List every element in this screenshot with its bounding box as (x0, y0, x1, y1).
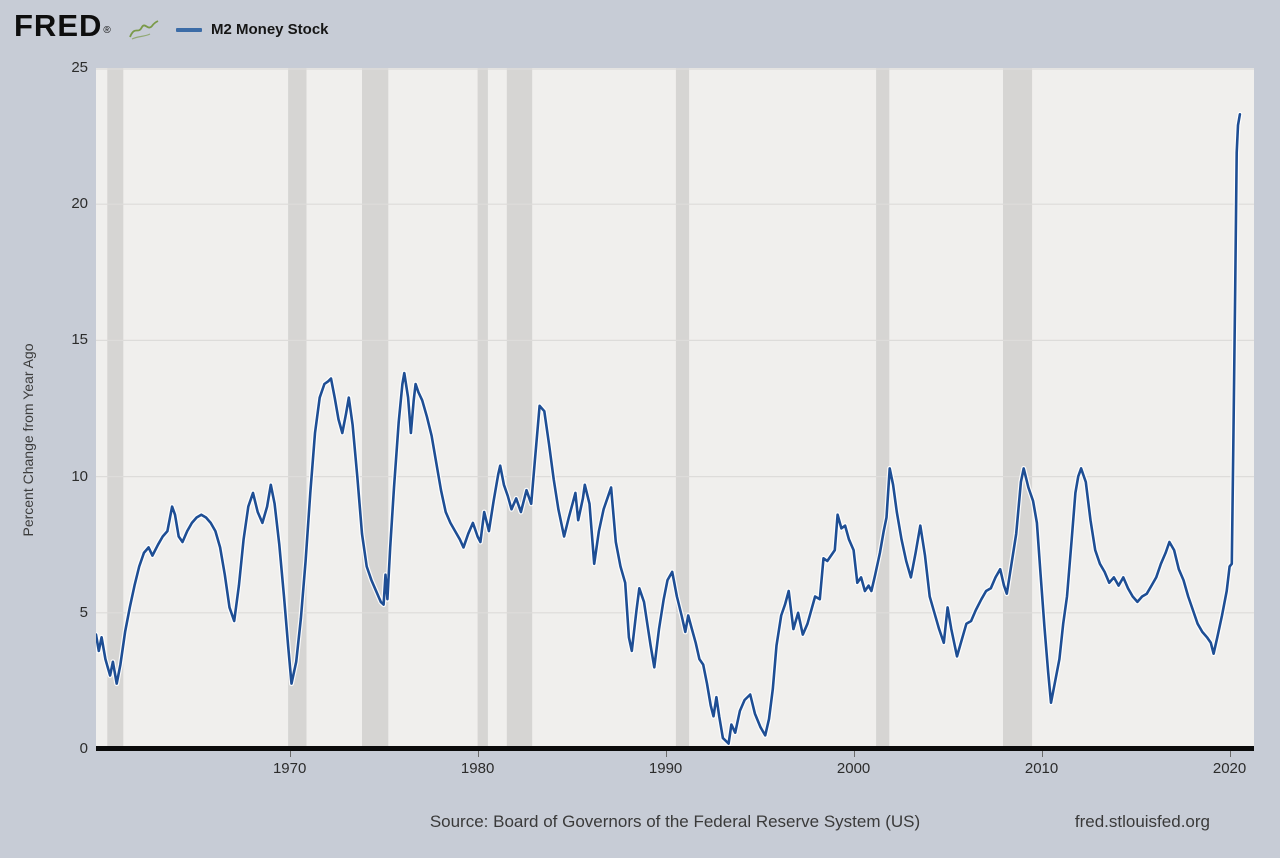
recession-band (675, 68, 690, 749)
sprout-line (129, 20, 159, 38)
x-axis-label: 1990 (648, 760, 683, 777)
x-axis-tick (665, 751, 667, 757)
fred-logo: FRED ® (14, 8, 112, 44)
recession-band (477, 68, 488, 749)
sprout-stem (131, 33, 151, 40)
source-caption: Source: Board of Governors of the Federa… (429, 812, 921, 831)
chart-svg[interactable] (96, 68, 1254, 749)
recession-band (107, 68, 124, 749)
legend-series-label: M2 Money Stock (211, 21, 329, 38)
fred-sprout-icon (128, 18, 160, 47)
x-axis-tick (1041, 751, 1043, 757)
x-axis-label: 2010 (1024, 760, 1059, 777)
recession-band (362, 68, 389, 749)
legend-line-swatch (176, 27, 202, 32)
fred-logo-text: FRED (14, 8, 103, 43)
m2-line (96, 113, 1242, 745)
registered-mark: ® (103, 25, 112, 36)
recession-band (1003, 68, 1033, 749)
plot-background (96, 68, 1254, 749)
plot-area[interactable] (96, 68, 1254, 749)
y-axis-title: Percent Change from Year Ago (20, 343, 36, 537)
x-axis-tick (853, 751, 855, 757)
x-axis-label: 1970 (272, 760, 307, 777)
x-axis-label: 2000 (836, 760, 871, 777)
y-axis-label: 10 (71, 467, 88, 485)
y-axis-label: 15 (71, 331, 88, 349)
x-axis-label: 2020 (1212, 760, 1247, 777)
legend: M2 Money Stock (176, 21, 329, 38)
y-axis-label: 5 (79, 603, 88, 621)
y-axis-label: 25 (71, 59, 88, 76)
recession-band (876, 68, 890, 749)
y-axis-label: 20 (71, 195, 88, 213)
x-axis-tick (477, 751, 479, 757)
x-axis-tick (1229, 751, 1231, 757)
x-axis-label: 1980 (460, 760, 495, 777)
x-axis-tick (289, 751, 291, 757)
header: FRED ® M2 Money Stock (0, 0, 1280, 60)
recession-band (506, 68, 533, 749)
y-axis-label: 0 (79, 740, 88, 757)
x-axis-line (96, 746, 1254, 751)
site-link-caption[interactable]: fred.stlouisfed.org (1074, 812, 1210, 831)
